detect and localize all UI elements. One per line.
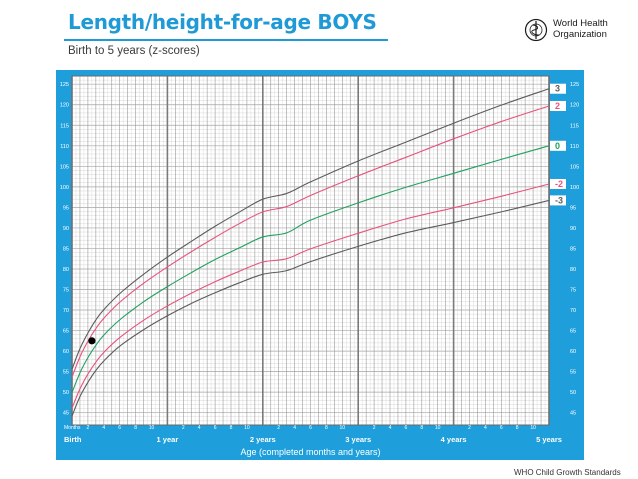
x-month-tick-label: 8 xyxy=(134,425,137,431)
who-emblem-icon xyxy=(524,18,548,42)
y-axis-label: Length/Height (cm) xyxy=(37,210,48,291)
y-tick-label-left: 50 xyxy=(63,390,69,396)
x-month-tick-label: 4 xyxy=(293,425,296,431)
y-tick-label-right: 65 xyxy=(570,329,576,335)
x-month-tick-label: 4 xyxy=(198,425,201,431)
y-tick-label-left: 90 xyxy=(63,226,69,232)
x-month-tick-label: 6 xyxy=(309,425,312,431)
y-tick-label-left: 120 xyxy=(60,103,69,109)
x-month-tick-label: 4 xyxy=(484,425,487,431)
y-tick-label-left: 65 xyxy=(63,329,69,335)
y-tick-label-right: 60 xyxy=(570,349,576,355)
page-subtitle: Birth to 5 years (z-scores) xyxy=(68,45,200,57)
y-tick-label-right: 115 xyxy=(570,123,579,129)
series-end-label: 2 xyxy=(555,101,560,111)
y-tick-label-right: 75 xyxy=(570,288,576,294)
plot-border xyxy=(71,75,550,426)
x-month-tick-label: 6 xyxy=(500,425,503,431)
series-label-bg xyxy=(550,140,566,151)
x-month-tick-label: 2 xyxy=(468,425,471,431)
x-axis-ticks: Months 2 4 6 8 10 2 4 6 8 10 2 4 6 8 10 2 4 6 8 10 2 4 6 8 10 Birt… xyxy=(64,425,562,444)
y-tick-label-right: 55 xyxy=(570,370,576,376)
x-year-tick-label: Birth xyxy=(64,435,82,444)
y-tick-label-right: 80 xyxy=(570,267,576,273)
x-month-tick-label: 8 xyxy=(230,425,233,431)
x-year-tick-label: 5 years xyxy=(536,435,562,444)
series-end-label: 0 xyxy=(555,141,560,151)
x-month-tick-label: 6 xyxy=(214,425,217,431)
x-month-tick-label: 4 xyxy=(102,425,105,431)
y-axis-ticks: 45 45 50 50 55 55 60 60 65 65 70 70 75 75 80 80 85 85 90 90… xyxy=(60,82,579,416)
series-label-bg xyxy=(550,178,566,189)
y-tick-label-left: 75 xyxy=(63,288,69,294)
series-label-bg xyxy=(550,100,566,111)
series-label-bg xyxy=(550,195,566,206)
y-tick-label-right: 90 xyxy=(570,226,576,232)
series-labels: 3 2 0 -2 -3 xyxy=(550,83,566,206)
series-line-z0 xyxy=(71,145,550,393)
y-tick-label-left: 125 xyxy=(60,82,69,88)
y-tick-label-right: 105 xyxy=(570,164,579,170)
y-tick-label-left: 115 xyxy=(60,123,69,129)
x-unit-label: Months xyxy=(64,425,81,431)
organization-name: World Health Organization xyxy=(553,18,608,40)
y-tick-label-right: 110 xyxy=(570,144,579,150)
x-month-tick-label: 10 xyxy=(149,425,155,431)
y-tick-label-right: 70 xyxy=(570,308,576,314)
measurement-point xyxy=(88,337,96,345)
y-tick-label-left: 55 xyxy=(63,370,69,376)
x-month-tick-label: 2 xyxy=(277,425,280,431)
x-month-tick-label: 8 xyxy=(420,425,423,431)
x-month-tick-label: 2 xyxy=(373,425,376,431)
y-tick-label-right: 45 xyxy=(570,411,576,417)
x-month-tick-label: 10 xyxy=(530,425,536,431)
series-end-label: -3 xyxy=(555,195,563,205)
x-year-tick-label: 4 years xyxy=(441,435,467,444)
x-month-tick-label: 2 xyxy=(87,425,90,431)
x-year-tick-label: 1 year xyxy=(157,435,179,444)
y-tick-label-right: 120 xyxy=(570,103,579,109)
x-month-tick-label: 6 xyxy=(405,425,408,431)
y-tick-label-left: 105 xyxy=(60,164,69,170)
y-tick-label-right: 100 xyxy=(570,185,579,191)
series-line-z3 xyxy=(71,88,550,370)
footer-source: WHO Child Growth Standards xyxy=(514,468,621,477)
x-year-tick-label: 2 years xyxy=(250,435,276,444)
series-end-label: -2 xyxy=(555,179,563,189)
y-tick-label-left: 60 xyxy=(63,349,69,355)
grid-lines xyxy=(71,75,550,426)
series-end-label: 3 xyxy=(555,84,560,94)
organization-name-line2: Organization xyxy=(553,29,607,40)
x-month-tick-label: 8 xyxy=(325,425,328,431)
y-tick-label-left: 80 xyxy=(63,267,69,273)
y-tick-label-left: 100 xyxy=(60,185,69,191)
y-tick-label-right: 95 xyxy=(570,205,576,211)
y-tick-label-right: 125 xyxy=(570,82,579,88)
x-month-tick-label: 4 xyxy=(389,425,392,431)
x-month-tick-label: 6 xyxy=(118,425,121,431)
x-month-tick-label: 2 xyxy=(182,425,185,431)
title-underline xyxy=(64,39,388,41)
y-tick-label-left: 110 xyxy=(60,144,69,150)
x-month-tick-label: 10 xyxy=(435,425,441,431)
organization-name-line1: World Health xyxy=(553,18,608,29)
series-group xyxy=(71,88,550,417)
y-tick-label-left: 95 xyxy=(63,205,69,211)
series-label-bg xyxy=(550,83,566,94)
y-tick-label-right: 50 xyxy=(570,390,576,396)
page-title: Length/height-for-age BOYS xyxy=(68,10,377,34)
x-month-tick-label: 10 xyxy=(244,425,250,431)
series-line-z2 xyxy=(71,105,550,378)
y-tick-label-right: 85 xyxy=(570,246,576,252)
x-month-tick-label: 10 xyxy=(340,425,346,431)
y-tick-label-left: 70 xyxy=(63,308,69,314)
series-line-zminus2 xyxy=(71,183,550,409)
x-year-tick-label: 3 years xyxy=(345,435,371,444)
x-axis-label: Age (completed months and years) xyxy=(240,447,380,457)
y-tick-label-left: 85 xyxy=(63,246,69,252)
y-tick-label-left: 45 xyxy=(63,411,69,417)
series-line-zminus3 xyxy=(71,199,550,417)
x-month-tick-label: 8 xyxy=(516,425,519,431)
